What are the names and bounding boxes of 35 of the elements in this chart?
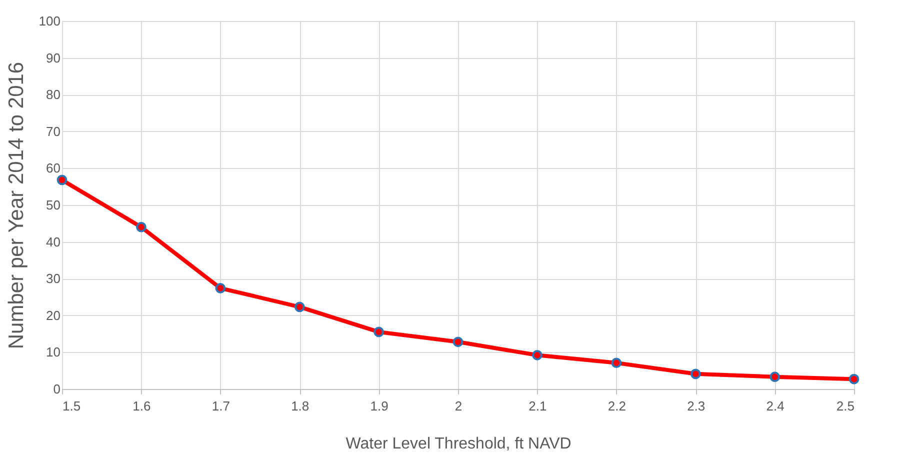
point <box>770 372 780 382</box>
y-tick-label: 60 <box>46 160 60 176</box>
point <box>690 368 701 380</box>
point <box>848 374 860 384</box>
y-tick-label: 30 <box>46 271 60 286</box>
y-tick-label: 0 <box>53 382 60 396</box>
y-tick-label: 10 <box>46 344 60 360</box>
point <box>374 326 384 338</box>
y-axis-title: Number per Year 2014 to 2016 <box>4 62 28 350</box>
y-tick-label: 80 <box>46 87 60 102</box>
y-tick-label: 20 <box>46 308 60 323</box>
y-tick-label: 100 <box>38 14 60 28</box>
x-tick-label: 1.7 <box>212 398 230 414</box>
point <box>452 336 464 348</box>
x-tick-label: 2.4 <box>766 398 784 414</box>
y-tick-label: 40 <box>46 234 60 250</box>
x-tick-label: 2 <box>454 398 462 414</box>
x-axis-title: Water Level Threshold, ft NAVD <box>346 436 572 452</box>
point <box>532 350 542 360</box>
y-tick-label: 90 <box>46 50 60 66</box>
y-tick-label: 70 <box>46 124 60 139</box>
point <box>611 358 622 368</box>
point <box>136 222 146 232</box>
x-tick-label: 2.1 <box>528 398 547 414</box>
y-tick-label: 50 <box>46 198 60 212</box>
x-tick-label: 2.2 <box>608 398 626 414</box>
point <box>294 302 305 312</box>
x-tick-label: 1.9 <box>370 398 388 414</box>
x-tick-label: 1.8 <box>291 398 310 414</box>
point <box>56 174 68 186</box>
point <box>215 282 226 294</box>
x-tick-label: 1.5 <box>62 398 81 414</box>
x-tick-label: 1.6 <box>132 398 151 414</box>
x-tick-label: 2.3 <box>687 398 706 414</box>
x-tick-label: 2.5 <box>836 398 854 414</box>
